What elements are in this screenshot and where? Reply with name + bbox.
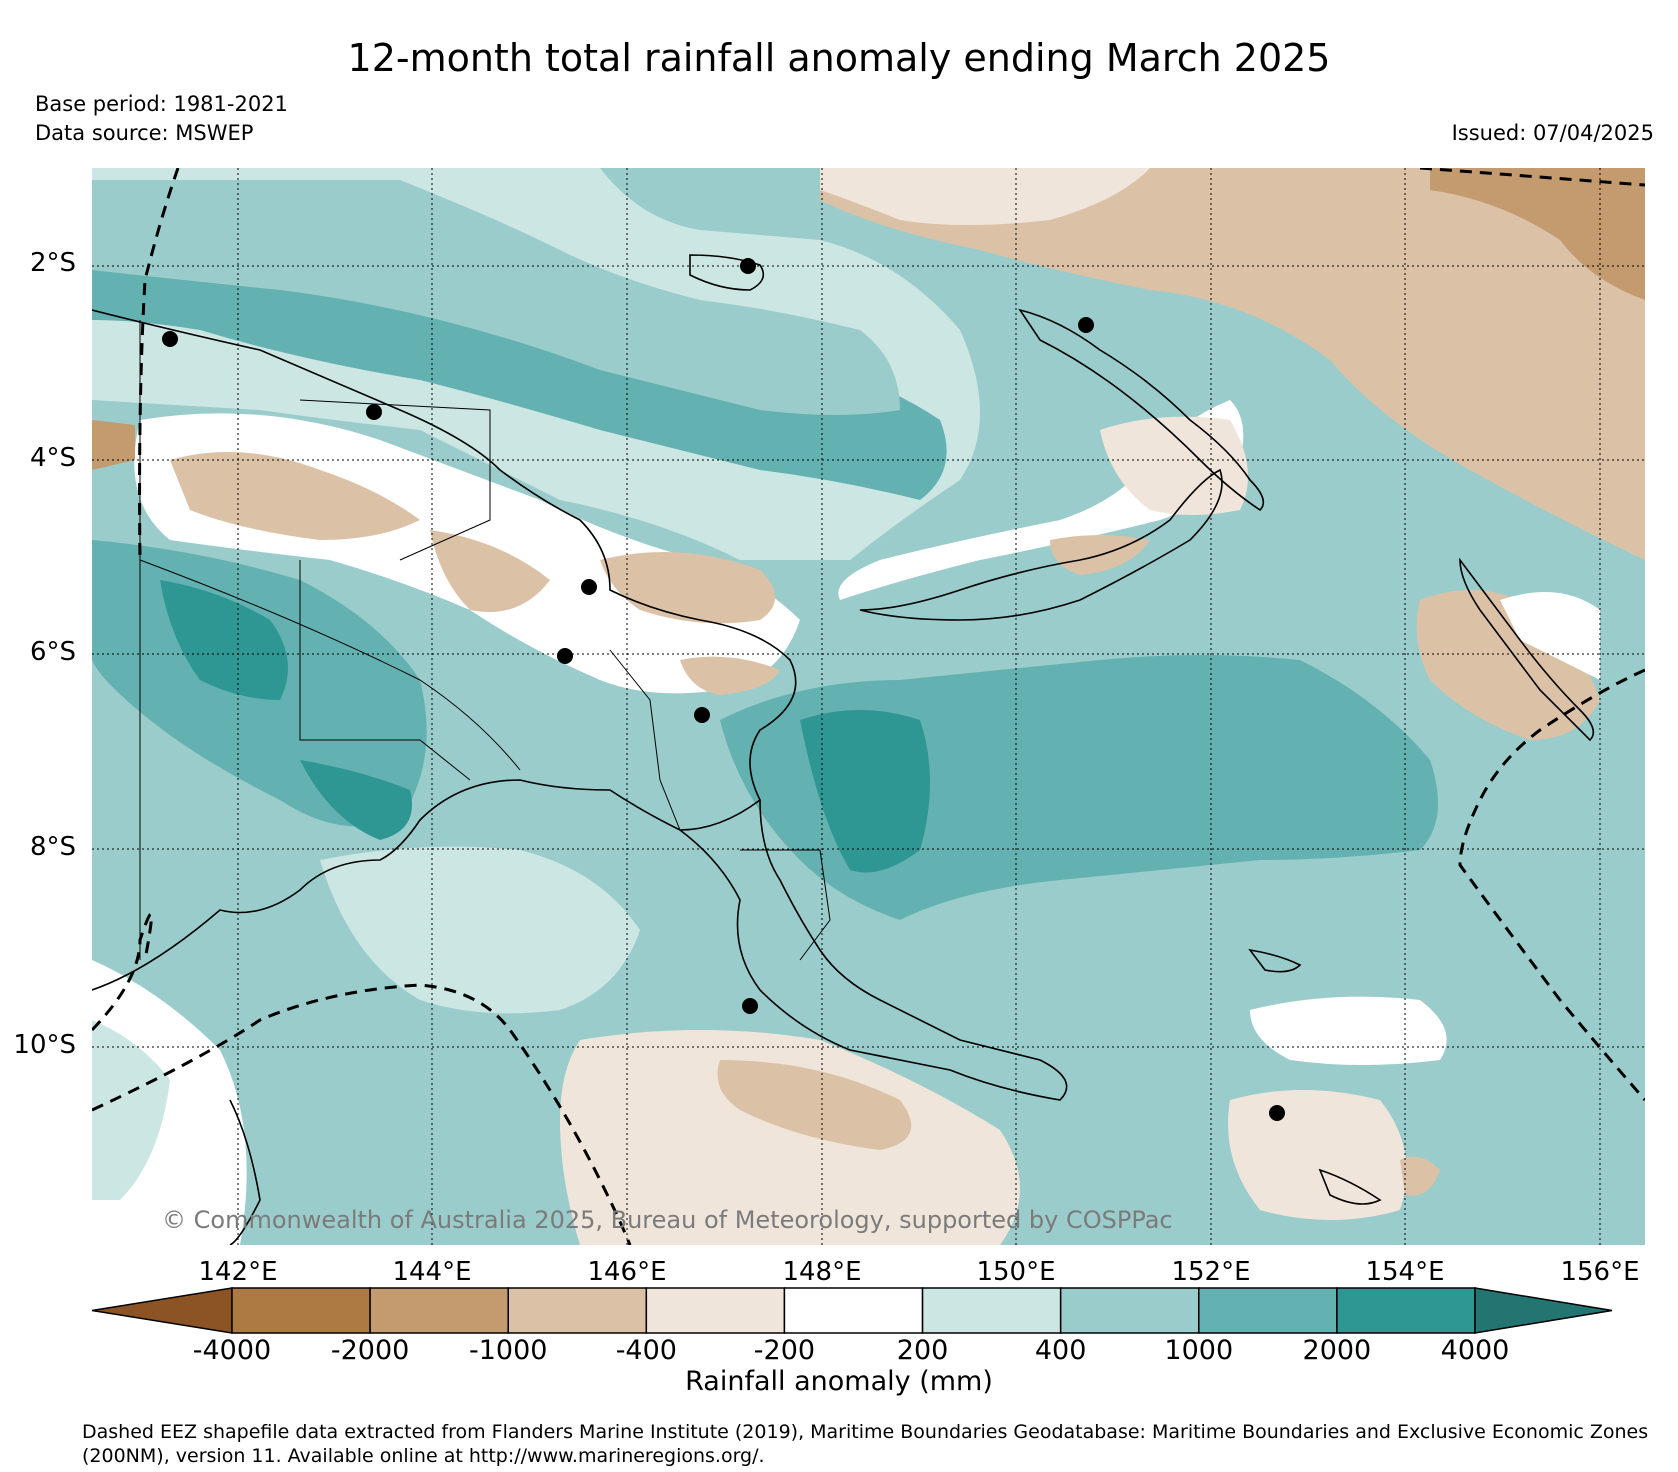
lon-label-146e: 146°E bbox=[587, 1257, 667, 1287]
colorbar-tick-label: 200 bbox=[896, 1335, 949, 1366]
lon-label-142e: 142°E bbox=[198, 1257, 278, 1287]
colorbar-tick-label: 1000 bbox=[1164, 1335, 1234, 1366]
lon-label-150e: 150°E bbox=[976, 1257, 1056, 1287]
colorbar-tick-label: -200 bbox=[753, 1335, 816, 1366]
colorbar-segment bbox=[1336, 1287, 1476, 1334]
base-period: Base period: 1981-2021 bbox=[35, 92, 288, 116]
colorbar-tick-label: 400 bbox=[1034, 1335, 1087, 1366]
lat-label-2s: 2°S bbox=[29, 248, 76, 278]
town-markers bbox=[162, 258, 1285, 1121]
colorbar-segment bbox=[645, 1287, 786, 1334]
colorbar-tick-label: -400 bbox=[615, 1335, 677, 1366]
footnote: Dashed EEZ shapefile data extracted from… bbox=[82, 1421, 1649, 1467]
colorbar-segment bbox=[1059, 1287, 1200, 1334]
lat-label-10s: 10°S bbox=[13, 1030, 76, 1060]
eez-boundaries bbox=[92, 168, 1645, 1245]
colorbar-tick-label: -1000 bbox=[468, 1335, 548, 1366]
issued-date: Issued: 07/04/2025 bbox=[1451, 121, 1654, 145]
colorbar-segment bbox=[231, 1287, 371, 1334]
lon-label-148e: 148°E bbox=[782, 1257, 862, 1287]
colorbar-segment bbox=[369, 1287, 509, 1334]
map-title: 12-month total rainfall anomaly ending M… bbox=[347, 36, 1331, 80]
colorbar-title: Rainfall anomaly (mm) bbox=[685, 1366, 993, 1397]
anomaly-field bbox=[92, 168, 1645, 1245]
lon-label-144e: 144°E bbox=[392, 1257, 472, 1287]
lat-label-8s: 8°S bbox=[29, 832, 76, 862]
lon-label-154e: 154°E bbox=[1365, 1257, 1445, 1287]
graticule bbox=[92, 168, 1645, 1245]
colorbar-tick-label: -2000 bbox=[330, 1335, 410, 1366]
colorbar-extend-high bbox=[1474, 1287, 1613, 1334]
coastlines bbox=[92, 254, 1595, 1245]
colorbar-segment bbox=[783, 1287, 924, 1334]
colorbar-tick-label: 4000 bbox=[1440, 1335, 1510, 1366]
colorbar-extend-low bbox=[91, 1287, 233, 1334]
colorbar-tick-label: 2000 bbox=[1302, 1335, 1372, 1366]
colorbar bbox=[91, 1287, 1613, 1334]
colorbar-tick-label: -4000 bbox=[192, 1335, 272, 1366]
lon-label-152e: 152°E bbox=[1171, 1257, 1251, 1287]
data-source: Data source: MSWEP bbox=[35, 121, 254, 145]
copyright-watermark: © Commonwealth of Australia 2025, Bureau… bbox=[162, 1206, 1173, 1234]
colorbar-segment bbox=[921, 1287, 1062, 1334]
lon-label-156e: 156°E bbox=[1560, 1257, 1640, 1287]
colorbar-segment bbox=[1198, 1287, 1338, 1334]
colorbar-segment bbox=[507, 1287, 648, 1334]
lat-label-4s: 4°S bbox=[29, 443, 76, 473]
lat-label-6s: 6°S bbox=[29, 637, 76, 667]
